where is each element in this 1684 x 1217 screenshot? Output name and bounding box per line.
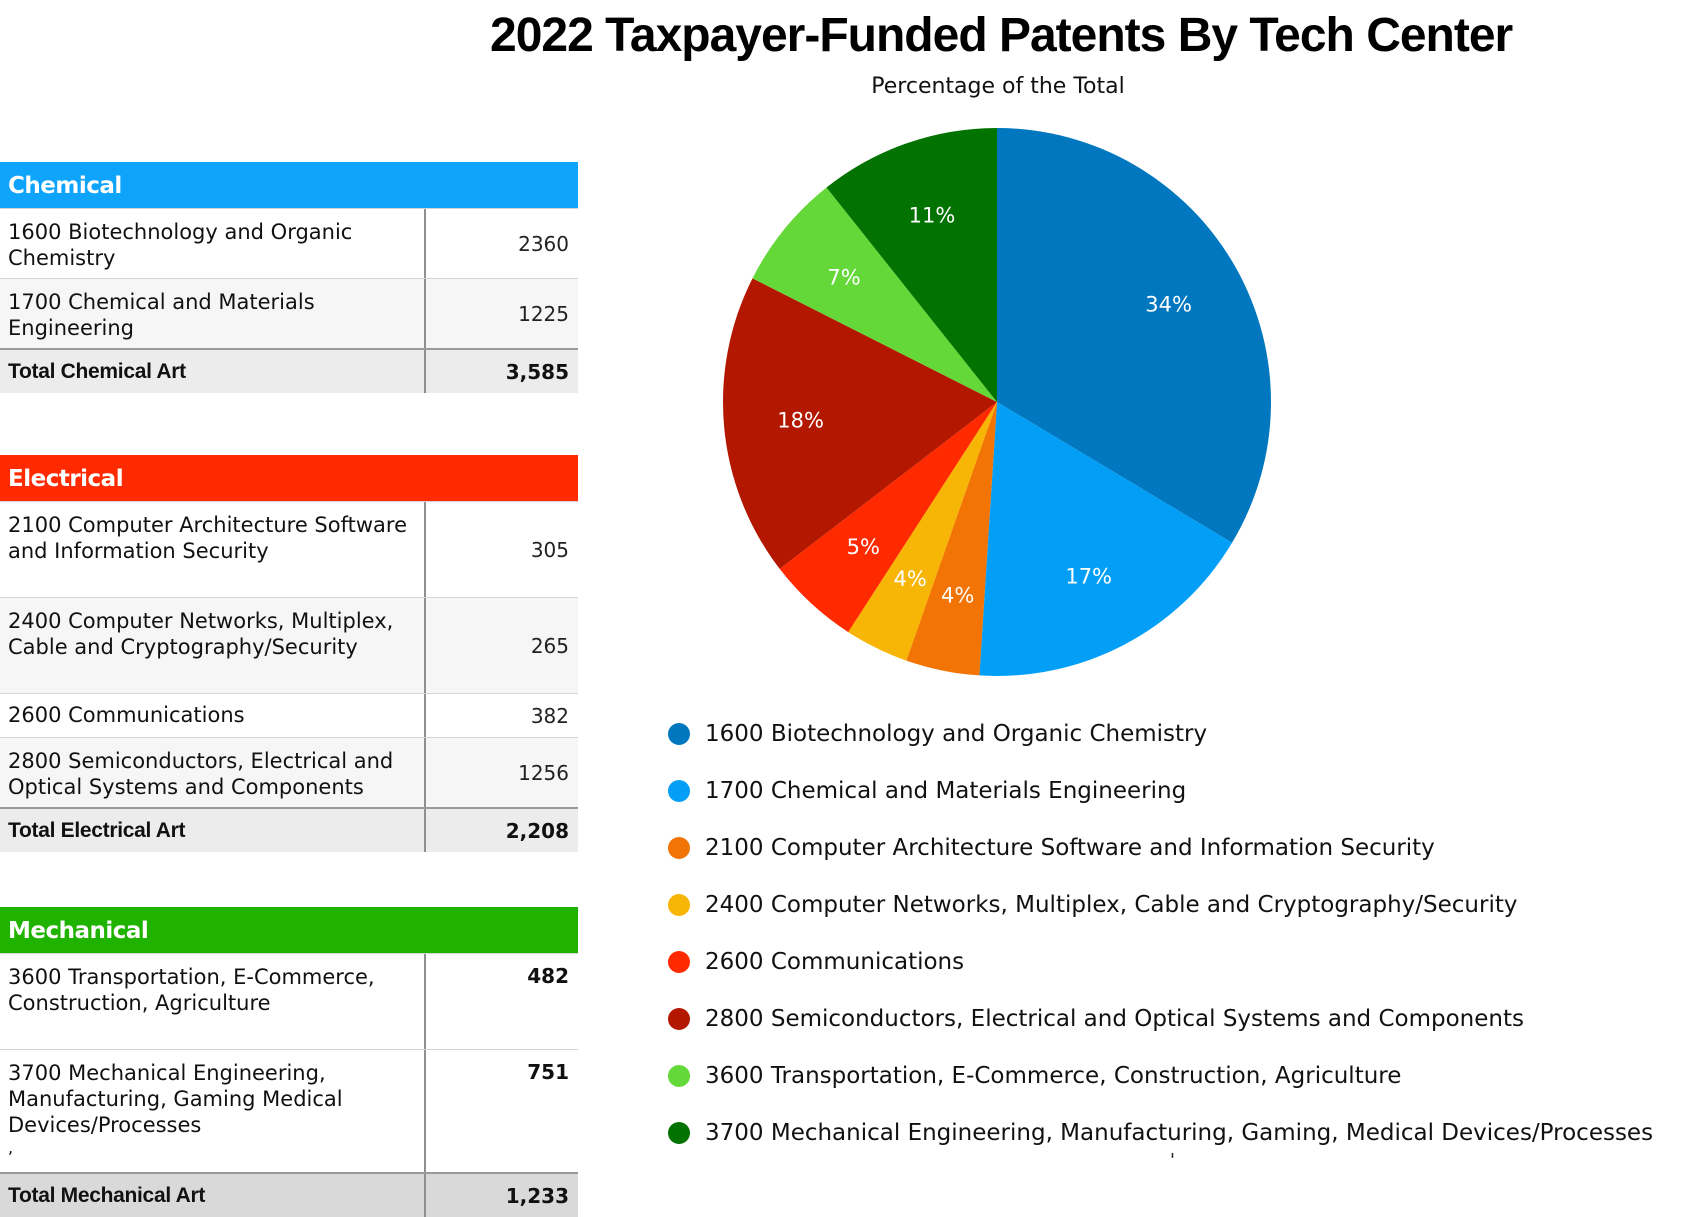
legend-item: 1600 Biotechnology and Organic Chemistry bbox=[668, 716, 1668, 752]
total-row: Total Chemical Art 3,585 bbox=[0, 348, 578, 393]
total-value: 1,233 bbox=[505, 1183, 569, 1208]
row-note: , bbox=[8, 1138, 14, 1157]
pie-slice-6 bbox=[752, 187, 997, 402]
pie-slice-3 bbox=[848, 402, 997, 661]
legend-label: 3600 Transportation, E-Commerce, Constru… bbox=[705, 1063, 1402, 1089]
legend-item: 2600 Communications bbox=[668, 944, 1668, 980]
total-label: Total Mechanical Art bbox=[0, 1174, 426, 1217]
chart-subtitle: Percentage of the Total bbox=[871, 74, 1125, 99]
pie-slice-5 bbox=[723, 278, 997, 569]
pie-chart: 34% 17% 4% 4% 5% 18% 7% 11% bbox=[723, 128, 1271, 677]
legend-swatch bbox=[668, 1008, 690, 1030]
slice-percent-label: 4% bbox=[894, 567, 927, 591]
table-row: 2800 Semiconductors, Electrical and Opti… bbox=[0, 737, 578, 807]
legend-label: 2800 Semiconductors, Electrical and Opti… bbox=[705, 1006, 1524, 1032]
legend-item: 3600 Transportation, E-Commerce, Constru… bbox=[668, 1058, 1668, 1094]
legend-label: 2100 Computer Architecture Software and … bbox=[705, 835, 1435, 861]
row-name: 1700 Chemical and Materials Engineering bbox=[0, 279, 426, 348]
legend-label: 2400 Computer Networks, Multiplex, Cable… bbox=[705, 892, 1518, 918]
chemical-table-header: Chemical bbox=[0, 162, 578, 208]
slice-percent-label: 18% bbox=[777, 408, 824, 432]
row-value: 265 bbox=[426, 598, 578, 693]
mechanical-table: Mechanical 3600 Transportation, E-Commer… bbox=[0, 907, 578, 1217]
row-name-text: 3700 Mechanical Engineering, Manufacturi… bbox=[8, 1061, 343, 1137]
row-value: 1225 bbox=[426, 279, 578, 348]
legend-swatch bbox=[668, 780, 690, 802]
row-value: 2360 bbox=[518, 231, 569, 256]
legend-item: 1700 Chemical and Materials Engineering bbox=[668, 773, 1668, 809]
legend-swatch bbox=[668, 1122, 690, 1144]
table-row: 2400 Computer Networks, Multiplex, Cable… bbox=[0, 597, 578, 693]
row-name: 2100 Computer Architecture Software and … bbox=[0, 502, 426, 597]
table-row: 2600 Communications 382 bbox=[0, 693, 578, 737]
slice-percent-label: 5% bbox=[847, 535, 880, 559]
slice-percent-label: 7% bbox=[827, 265, 860, 289]
legend-swatch bbox=[668, 951, 690, 973]
pie-slice-1 bbox=[979, 402, 1233, 677]
table-row: 1600 Biotechnology and Organic Chemistry… bbox=[0, 208, 578, 278]
row-name: 2600 Communications bbox=[0, 694, 426, 737]
electrical-table-header: Electrical bbox=[0, 455, 578, 501]
legend-swatch bbox=[668, 894, 690, 916]
total-row: Total Mechanical Art 1,233 bbox=[0, 1172, 578, 1217]
pie-slice-2 bbox=[906, 402, 997, 676]
total-value: 2,208 bbox=[505, 818, 569, 843]
row-name: 3600 Transportation, E-Commerce, Constru… bbox=[0, 954, 426, 1049]
pie-slice-0 bbox=[997, 128, 1271, 543]
table-row: 1700 Chemical and Materials Engineering … bbox=[0, 278, 578, 348]
stray-mark: ' bbox=[1170, 1150, 1175, 1171]
legend-item: 2100 Computer Architecture Software and … bbox=[668, 830, 1668, 866]
total-value: 3,585 bbox=[505, 359, 569, 384]
row-value: 482 bbox=[527, 964, 569, 988]
legend-label: 2600 Communications bbox=[705, 949, 965, 975]
legend-item: 2400 Computer Networks, Multiplex, Cable… bbox=[668, 887, 1668, 923]
page-title: 2022 Taxpayer-Funded Patents By Tech Cen… bbox=[490, 9, 1513, 62]
slice-percent-label: 34% bbox=[1145, 293, 1192, 317]
row-value: 751 bbox=[527, 1060, 569, 1084]
total-label: Total Electrical Art bbox=[0, 809, 426, 852]
legend-label: 3700 Mechanical Engineering, Manufacturi… bbox=[705, 1120, 1654, 1146]
row-value: 382 bbox=[530, 703, 569, 728]
mechanical-table-header: Mechanical bbox=[0, 907, 578, 953]
table-row: 3700 Mechanical Engineering, Manufacturi… bbox=[0, 1049, 578, 1172]
row-value: 1256 bbox=[426, 738, 578, 807]
chemical-table: Chemical 1600 Biotechnology and Organic … bbox=[0, 162, 578, 393]
legend-swatch bbox=[668, 723, 690, 745]
row-name: 3700 Mechanical Engineering, Manufacturi… bbox=[0, 1050, 426, 1172]
legend-label: 1600 Biotechnology and Organic Chemistry bbox=[705, 721, 1208, 747]
pie-slice-4 bbox=[779, 402, 997, 633]
slice-percent-label: 17% bbox=[1065, 565, 1112, 589]
row-name: 1600 Biotechnology and Organic Chemistry bbox=[0, 209, 426, 278]
table-row: 3600 Transportation, E-Commerce, Constru… bbox=[0, 953, 578, 1049]
legend-swatch bbox=[668, 1065, 690, 1087]
slice-percent-label: 11% bbox=[909, 204, 956, 228]
slice-percent-label: 4% bbox=[941, 583, 974, 607]
row-value: 305 bbox=[530, 537, 569, 562]
legend-item: 2800 Semiconductors, Electrical and Opti… bbox=[668, 1001, 1668, 1037]
row-name: 2400 Computer Networks, Multiplex, Cable… bbox=[0, 598, 426, 693]
table-row: 2100 Computer Architecture Software and … bbox=[0, 501, 578, 597]
electrical-table: Electrical 2100 Computer Architecture So… bbox=[0, 455, 578, 852]
total-label: Total Chemical Art bbox=[0, 350, 426, 393]
legend-label: 1700 Chemical and Materials Engineering bbox=[705, 778, 1187, 804]
legend-item: 3700 Mechanical Engineering, Manufacturi… bbox=[668, 1115, 1668, 1151]
legend-swatch bbox=[668, 837, 690, 859]
row-name: 2800 Semiconductors, Electrical and Opti… bbox=[0, 738, 426, 807]
pie-slice-7 bbox=[826, 128, 997, 402]
total-row: Total Electrical Art 2,208 bbox=[0, 807, 578, 852]
